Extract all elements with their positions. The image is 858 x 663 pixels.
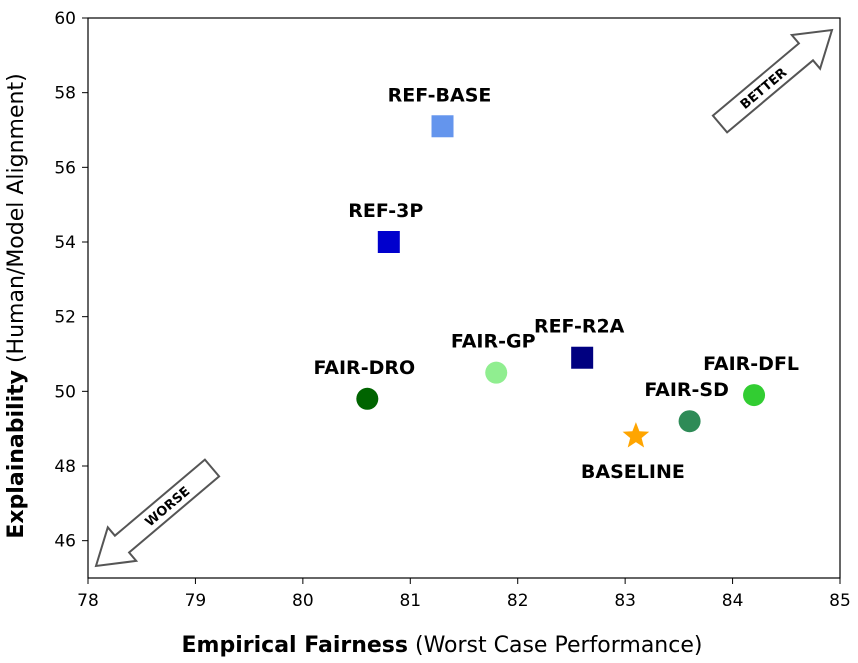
label-ref-r2a: REF-R2A (534, 316, 625, 338)
y-axis-title: Explainability (Human/Model Alignment) (4, 73, 29, 538)
x-tick-label: 85 (829, 591, 851, 611)
y-axis-title-rest: (Human/Model Alignment) (4, 73, 29, 370)
point-fair-sd (678, 410, 701, 433)
point-ref-3p (377, 231, 400, 253)
y-tick-label: 58 (54, 84, 76, 104)
axes: 78 79 80 81 82 83 84 85 46 48 50 52 54 56 58 60 (54, 9, 850, 611)
label-ref-base: REF-BASE (388, 84, 492, 106)
point-fair-dro (356, 387, 379, 410)
label-ref-3p: REF-3P (348, 200, 423, 222)
worse-arrow-shape (94, 458, 221, 568)
y-tick-label: 56 (54, 158, 76, 178)
annotation-arrows: BETTER WORSE (94, 28, 834, 568)
x-tick-label: 81 (399, 591, 421, 611)
label-fair-dro: FAIR-DRO (313, 357, 415, 379)
y-tick-label: 54 (54, 233, 76, 253)
label-fair-dfl: FAIR-DFL (703, 353, 799, 375)
label-baseline: BASELINE (581, 461, 685, 483)
data-points (356, 115, 766, 448)
plot-frame (87, 17, 841, 579)
y-tick-label: 60 (54, 9, 76, 29)
y-axis-title-bold: Explainability (4, 370, 29, 539)
y-tick-label: 46 (54, 532, 76, 552)
point-ref-r2a (571, 346, 594, 369)
point-baseline (622, 422, 650, 448)
point-fair-dfl (743, 384, 766, 407)
point-fair-gp (485, 361, 508, 384)
x-tick-label: 80 (292, 591, 314, 611)
worse-arrow: WORSE (94, 458, 221, 568)
x-tick-label: 78 (77, 591, 99, 611)
y-tick-label: 50 (54, 382, 76, 402)
x-tick-label: 84 (722, 591, 744, 611)
better-arrow-shape (711, 28, 834, 134)
x-axis-title-rest: (Worst Case Performance) (408, 633, 702, 658)
label-fair-sd: FAIR-SD (644, 379, 729, 401)
x-axis-title-bold: Empirical Fairness (182, 633, 408, 658)
x-axis-title: Empirical Fairness (Worst Case Performan… (182, 633, 703, 658)
y-tick-label: 48 (54, 457, 76, 477)
label-fair-gp: FAIR-GP (451, 331, 536, 353)
point-ref-base (431, 115, 454, 138)
y-tick-label: 52 (54, 308, 76, 328)
x-tick-label: 83 (614, 591, 636, 611)
x-tick-label: 82 (507, 591, 529, 611)
better-arrow: BETTER (711, 28, 834, 134)
x-tick-label: 79 (185, 591, 207, 611)
